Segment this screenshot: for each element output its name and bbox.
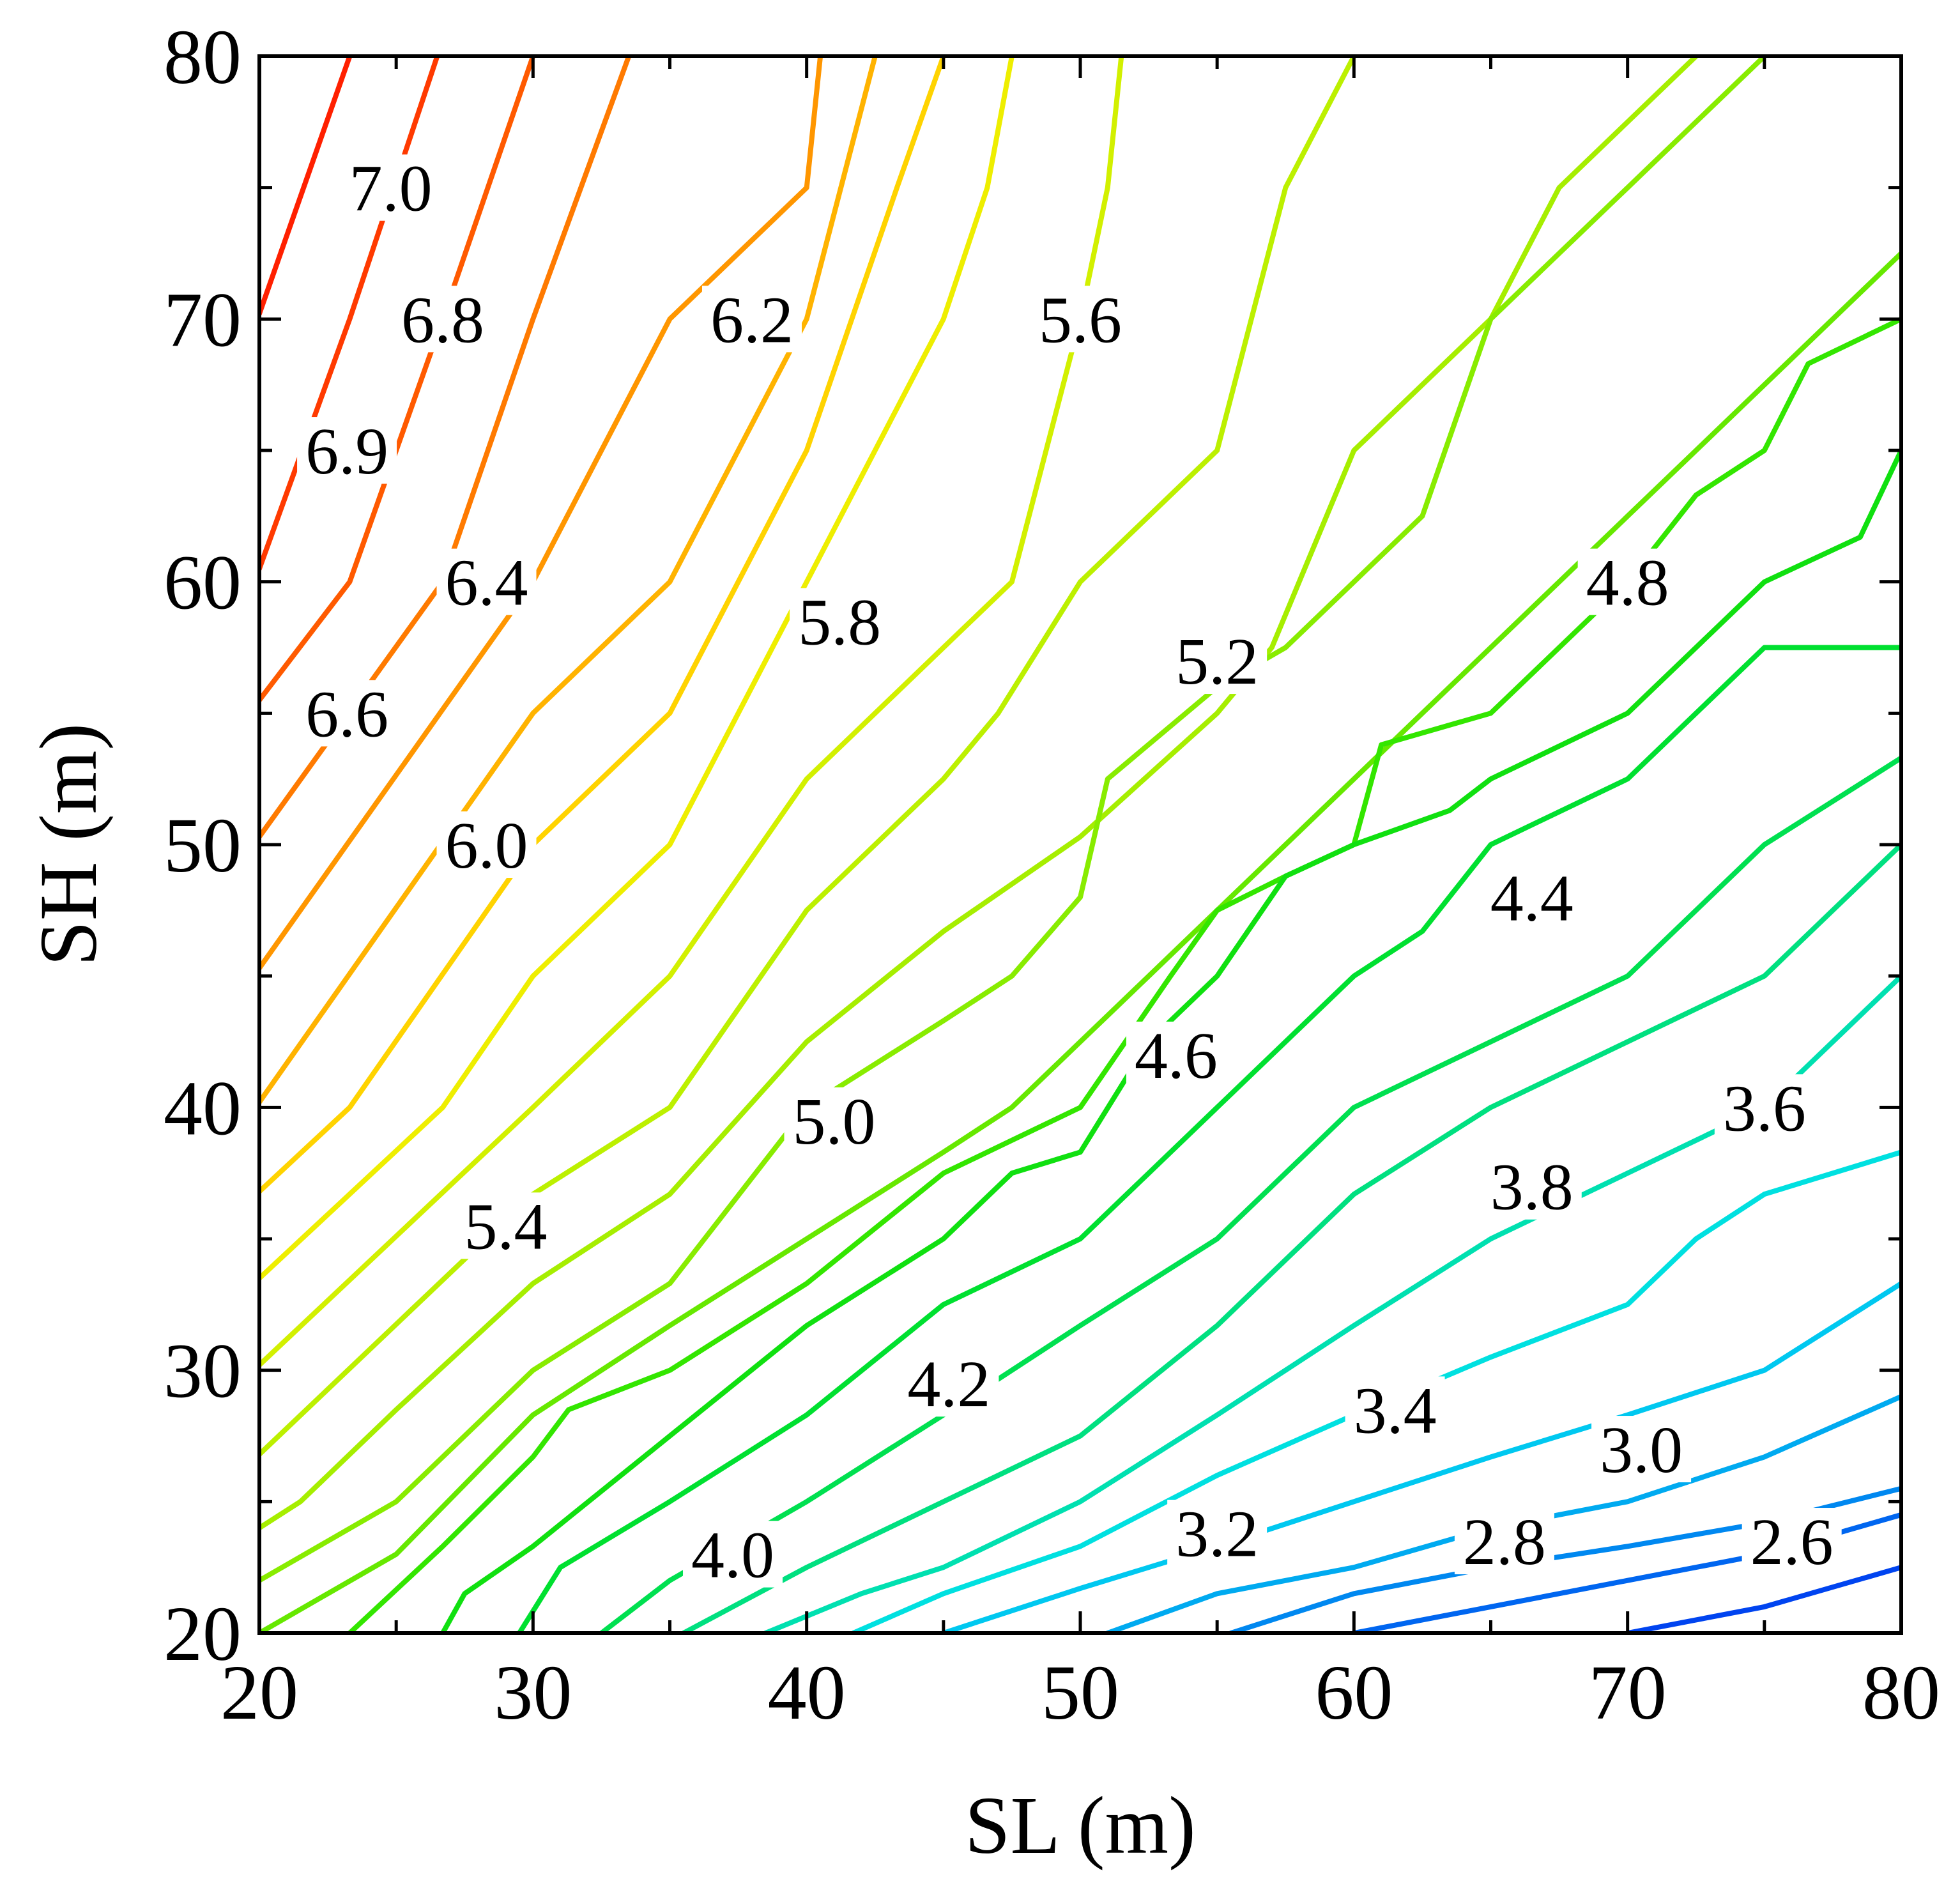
contour-label: 5.0 — [793, 1085, 876, 1158]
y-tick-label: 50 — [164, 802, 241, 889]
contour-line-7 — [259, 56, 440, 572]
y-tick-label: 20 — [164, 1591, 241, 1677]
contour-line-6-6 — [259, 56, 823, 971]
y-tick-label: 60 — [164, 540, 241, 626]
contour-label: 6.0 — [445, 809, 528, 882]
contour-label-bg — [436, 548, 537, 615]
contour-label-bg — [436, 811, 537, 878]
contour-label-bg — [392, 286, 493, 353]
contour-line-5-2 — [259, 56, 1767, 1583]
contour-label: 6.9 — [305, 415, 388, 488]
contour-label-bg — [1167, 627, 1267, 694]
y-tick-label: 80 — [164, 14, 241, 100]
x-tick-labels: 20 30 40 50 60 70 80 — [220, 1650, 1940, 1736]
contour-line-6-2 — [259, 56, 946, 1194]
y-tick-label: 30 — [164, 1328, 241, 1415]
contour-label-bg — [456, 1192, 556, 1259]
contour-label: 5.2 — [1175, 625, 1259, 698]
contour-label: 3.6 — [1723, 1071, 1806, 1145]
contour-label: 6.8 — [401, 283, 484, 357]
contour-label: 2.8 — [1463, 1505, 1546, 1579]
contour-label: 6.4 — [445, 546, 528, 620]
x-tick-label: 30 — [494, 1650, 572, 1736]
contour-label: 3.0 — [1600, 1413, 1683, 1487]
contour-label: 4.6 — [1135, 1019, 1218, 1093]
contour-line-5-6 — [259, 56, 1357, 1457]
contour-label-bg — [1591, 1416, 1692, 1483]
contour-label-bg — [341, 154, 441, 221]
contour-line-6 — [259, 56, 1014, 1281]
contour-label-bg — [1481, 864, 1582, 931]
contour-line-4-6 — [440, 448, 1901, 1633]
contour-label: 4.2 — [907, 1347, 990, 1421]
contour-label-bg — [784, 1087, 884, 1154]
x-axis-title: SL (m) — [965, 1780, 1195, 1871]
contour-line-5-4 — [259, 56, 1699, 1531]
contour-line-2-6 — [1625, 1565, 1901, 1633]
contour-label: 4.8 — [1586, 546, 1669, 620]
contour-line-5 — [259, 250, 1901, 1633]
y-axis-title: SH (m) — [23, 723, 114, 966]
contour-label: 4.4 — [1490, 861, 1573, 935]
contour-line-4 — [680, 842, 1901, 1633]
x-tick-label: 50 — [1041, 1650, 1119, 1736]
contour-line-7-1 — [259, 56, 353, 317]
contour-label-bg — [1345, 1376, 1445, 1443]
contour-labels: 7.0 6.96.8 6.6 6.4 6.2 6.0 5.8 5.6 5.4 5.2 5.0 4.8 4… — [297, 152, 1842, 1592]
y-tick-labels: 20 30 40 50 60 70 80 — [164, 14, 241, 1677]
y-tick-label: 70 — [164, 277, 241, 363]
contour-label: 5.8 — [798, 585, 881, 659]
x-tick-label: 70 — [1589, 1650, 1667, 1736]
contour-line-3-4 — [940, 1280, 1901, 1633]
contour-label: 5.6 — [1039, 283, 1122, 357]
y-tick-label: 40 — [164, 1065, 241, 1151]
contour-label-bg — [1577, 548, 1678, 615]
contour-line-3-8 — [763, 973, 1901, 1633]
contour-label-bg — [1167, 1500, 1267, 1567]
contour-label: 3.4 — [1354, 1374, 1437, 1447]
contour-label-bg — [1481, 1153, 1582, 1220]
contour-line-5-8 — [259, 56, 1124, 1368]
contour-label-bg — [297, 417, 397, 484]
contour-label: 6.6 — [305, 677, 388, 751]
axis-ticks — [257, 54, 1903, 1635]
x-tick-label: 20 — [220, 1650, 298, 1736]
contour-label: 4.0 — [691, 1519, 774, 1592]
contour-label-bg — [683, 1521, 783, 1588]
contour-label: 5.4 — [464, 1190, 547, 1263]
contour-label-bg — [297, 680, 397, 747]
contour-label: 3.8 — [1490, 1151, 1573, 1224]
x-tick-label: 60 — [1315, 1650, 1393, 1736]
contour-label: 6.2 — [710, 283, 793, 357]
contour-label: 2.6 — [1750, 1505, 1834, 1579]
contour-label-bg — [1030, 286, 1130, 353]
contour-label-bg — [1126, 1022, 1226, 1089]
contour-line-4-8 — [347, 316, 1901, 1633]
contour-line-4-4 — [516, 645, 1901, 1633]
contour-label-bg — [790, 588, 890, 655]
contour-label-bg — [899, 1350, 999, 1417]
contour-label: 7.0 — [349, 152, 433, 226]
contour-label-bg — [1714, 1074, 1814, 1141]
contour-label-bg — [1742, 1508, 1842, 1575]
x-tick-label: 80 — [1862, 1650, 1940, 1736]
contour-label-bg — [1454, 1508, 1554, 1575]
contour-label: 3.2 — [1175, 1498, 1259, 1571]
contour-label-bg — [702, 286, 802, 353]
x-tick-label: 40 — [768, 1650, 846, 1736]
